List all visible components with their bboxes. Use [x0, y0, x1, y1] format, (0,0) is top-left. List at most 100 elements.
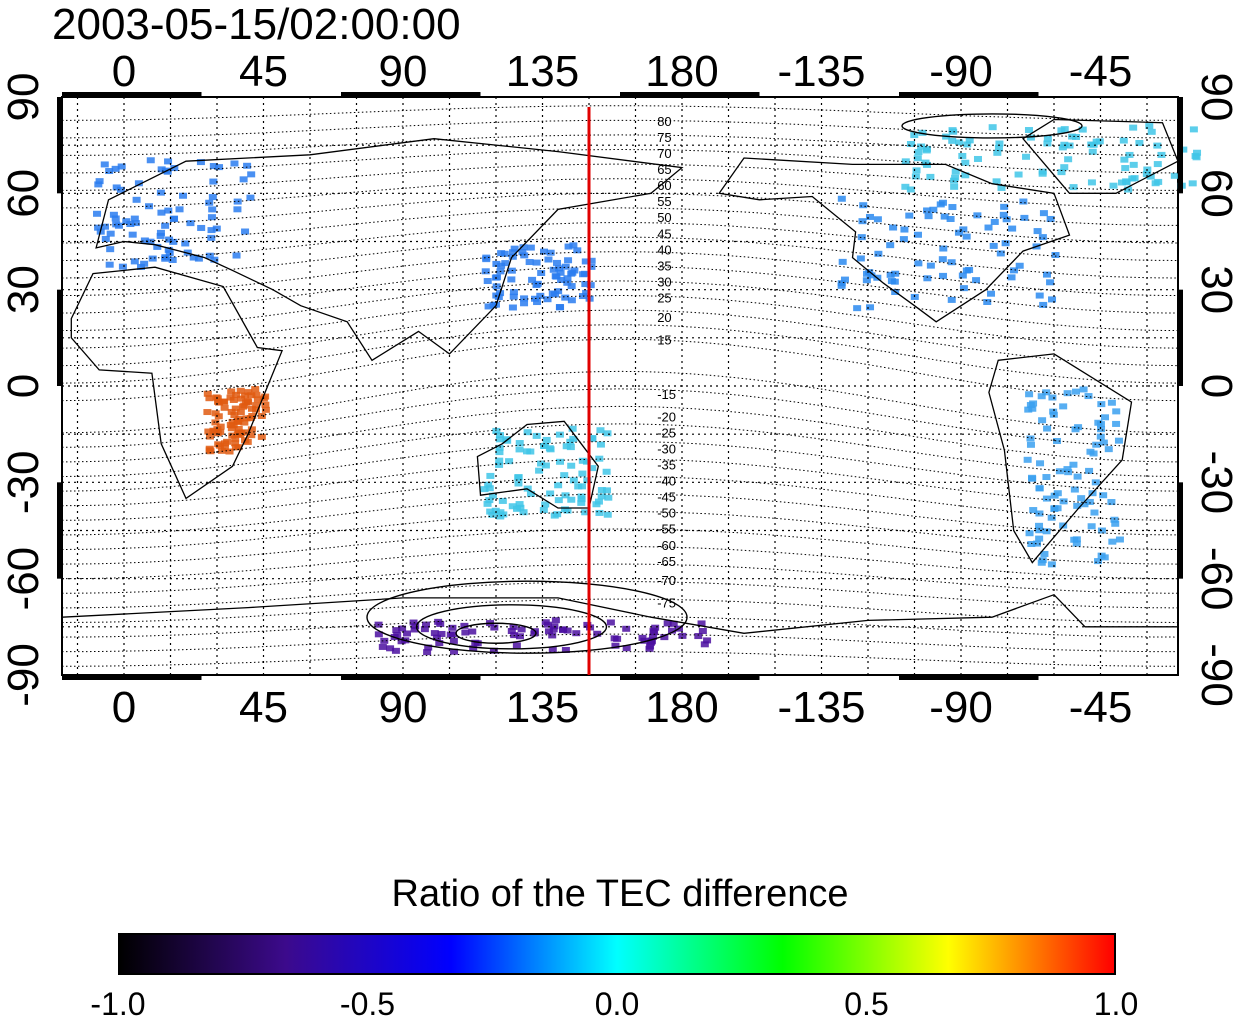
data-cell [523, 429, 532, 436]
data-cell [561, 646, 570, 653]
data-cell [1038, 168, 1047, 175]
data-cell [948, 137, 957, 144]
data-cell [153, 243, 162, 250]
data-cell [536, 292, 545, 299]
coastline [95, 138, 684, 362]
data-cell [551, 291, 560, 298]
data-cell [140, 237, 149, 244]
contour-line [61, 423, 1179, 477]
data-cell [530, 295, 539, 302]
data-cell [132, 196, 141, 203]
data-cell [570, 267, 579, 274]
data-cell [564, 257, 573, 264]
data-cell [988, 124, 997, 131]
frame-bar [899, 92, 1039, 97]
data-cell [206, 448, 215, 455]
data-cell [411, 623, 420, 630]
data-cell [240, 419, 249, 426]
frame-bar [341, 675, 481, 680]
data-cell [563, 627, 572, 634]
data-cell [1078, 126, 1087, 133]
data-cell [170, 165, 179, 172]
data-cell [1087, 179, 1096, 186]
contour-line [61, 221, 1179, 261]
data-cell [990, 218, 999, 225]
data-cell [252, 406, 261, 413]
data-cell [109, 211, 118, 218]
data-cell [603, 430, 612, 437]
data-cell [914, 260, 923, 267]
data-cell [397, 638, 406, 645]
data-cell [1110, 516, 1119, 523]
data-cell [242, 415, 251, 422]
data-cell [194, 255, 203, 262]
data-cell [947, 296, 956, 303]
y-tick-label-left: -30 [0, 451, 48, 515]
coastline [718, 157, 1071, 323]
region-australia [480, 425, 613, 520]
data-cell [1099, 492, 1108, 499]
data-cell [1153, 161, 1162, 168]
data-cell [1119, 137, 1128, 144]
data-cell [1145, 123, 1154, 130]
data-cell [1057, 169, 1066, 176]
data-cell [1080, 501, 1089, 508]
data-cell [962, 267, 971, 274]
data-cell [111, 165, 120, 172]
data-cell [488, 492, 497, 499]
data-cell [1049, 411, 1058, 418]
data-cell [886, 271, 895, 278]
data-cell [1088, 148, 1097, 155]
data-cell [493, 274, 502, 281]
data-cell [424, 644, 433, 651]
data-cell [227, 388, 236, 395]
data-cell [203, 409, 212, 416]
data-cell [1069, 461, 1078, 468]
data-cell [213, 395, 222, 402]
data-cell [1096, 433, 1105, 440]
data-cell [261, 406, 270, 413]
data-cell [495, 444, 504, 451]
data-cell [537, 269, 546, 276]
data-cell [509, 289, 518, 296]
data-cell [495, 449, 504, 456]
contour-line [61, 388, 1179, 448]
data-cell [1048, 296, 1057, 303]
contour-label: 60 [657, 178, 671, 193]
colorbar-tick-label: 0.0 [594, 986, 640, 1022]
data-cell [1049, 408, 1058, 415]
data-cell [508, 249, 517, 256]
data-cell [230, 160, 239, 167]
x-tick-label-bottom: -90 [929, 683, 993, 732]
data-cell [532, 432, 541, 439]
data-cell [1064, 156, 1073, 163]
data-cell [597, 487, 606, 494]
data-cell [1099, 439, 1108, 446]
data-cell [951, 168, 960, 175]
data-cell [435, 640, 444, 647]
data-cell [539, 507, 548, 514]
x-tick-label-top: -45 [1069, 47, 1133, 96]
contour-line [61, 405, 1179, 463]
data-cell [669, 620, 678, 627]
data-cell [257, 412, 266, 419]
data-cell [901, 183, 910, 190]
frame-bar [1178, 482, 1183, 579]
colorbar [118, 933, 1116, 975]
data-cell [555, 431, 564, 438]
data-cell [170, 215, 179, 222]
data-cell [567, 283, 576, 290]
data-cell [485, 497, 494, 504]
data-cell [540, 442, 549, 449]
data-cell [1085, 498, 1094, 505]
x-tick-label-top: -90 [929, 47, 993, 96]
data-cell [1035, 292, 1044, 299]
data-cell [1024, 127, 1033, 134]
data-cell [490, 624, 499, 631]
data-cell [1064, 469, 1073, 476]
y-tick-label-right: -90 [1192, 643, 1240, 707]
data-cell [130, 215, 139, 222]
data-cell [236, 409, 245, 416]
data-cell [1029, 400, 1038, 407]
data-cell [1019, 198, 1028, 205]
